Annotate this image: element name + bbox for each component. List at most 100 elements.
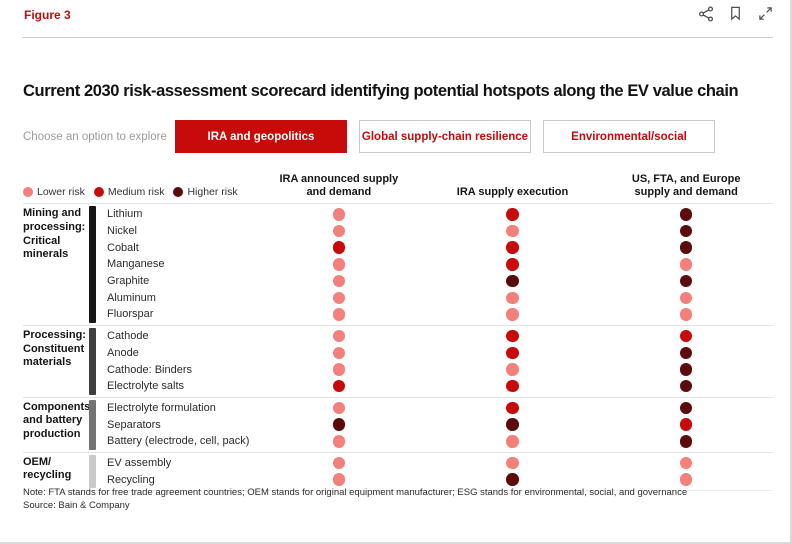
risk-cell-col1: [252, 224, 426, 238]
risk-dot-lower: [332, 258, 346, 271]
row-label: Recycling: [107, 473, 155, 486]
column-header-2: IRA supply execution: [426, 176, 600, 203]
group-label: Components and battery production: [23, 400, 91, 441]
risk-cell-col1: [252, 418, 426, 431]
column-headers: IRA announced supply and demand IRA supply…: [252, 173, 773, 203]
risk-dot-higher: [679, 363, 693, 376]
row-dot-cells: [252, 308, 773, 321]
risk-cell-col2: [426, 418, 600, 431]
risk-dot-medium: [506, 258, 519, 271]
risk-cell-col1: [252, 456, 426, 470]
risk-dot-lower: [332, 473, 346, 486]
risk-dot-lower: [679, 291, 693, 305]
risk-cell-col3: [599, 435, 773, 448]
risk-dot-higher: [679, 401, 693, 415]
risk-dot-higher: [679, 379, 693, 393]
table-row: EV assembly: [107, 455, 773, 472]
legend-label: Lower risk: [37, 186, 85, 198]
risk-cell-col3: [599, 418, 773, 431]
legend-label: Medium risk: [107, 186, 165, 198]
tab-bar: Choose an option to explore IRA and geop…: [23, 120, 773, 153]
risk-cell-col2: [426, 363, 600, 376]
risk-cell-col2: [426, 224, 600, 238]
row-dot-cells: [252, 258, 773, 271]
expand-icon[interactable]: [757, 5, 774, 22]
risk-cell-col1: [252, 274, 426, 288]
group-bar: [89, 399, 96, 450]
risk-dot-lower: [332, 346, 346, 360]
risk-cell-col3: [599, 291, 773, 305]
row-label: Separators: [107, 418, 161, 431]
row-label: Battery (electrode, cell, pack): [107, 435, 250, 448]
row-label: Anode: [107, 346, 139, 359]
row-label: Fluorspar: [107, 308, 154, 321]
risk-dot-lower: [506, 224, 519, 238]
risk-dot-medium: [332, 241, 346, 254]
risk-dot-lower: [332, 456, 346, 470]
risk-dot-lower: [332, 401, 346, 415]
footnote: Note: FTA stands for free trade agreemen…: [23, 486, 687, 513]
risk-dot-medium: [506, 401, 519, 415]
bookmark-icon[interactable]: [727, 5, 744, 22]
risk-cell-col3: [599, 346, 773, 360]
column-header-line: and demand: [306, 185, 372, 198]
group-components-and-battery-production: Components and battery production Electro…: [23, 396, 773, 452]
column-header-line: supply and demand: [634, 185, 738, 198]
legend-label: Higher risk: [187, 186, 238, 198]
risk-cell-col2: [426, 258, 600, 271]
tab-ira-and-geopolitics[interactable]: IRA and geopolitics: [175, 120, 347, 153]
table-row: Recycling: [107, 471, 773, 488]
footnote-note: Note: FTA stands for free trade agreemen…: [23, 487, 688, 498]
risk-cell-col3: [599, 401, 773, 415]
figure-label: Figure 3: [24, 8, 71, 22]
tab-environmental-social[interactable]: Environmental/social: [543, 120, 715, 153]
risk-dot-lower: [332, 435, 346, 448]
scorecard-header: Lower risk Medium risk Higher risk IRA ann…: [23, 173, 773, 203]
column-header-3: US, FTA, and Europe supply and demand: [599, 173, 773, 203]
row-dot-cells: [252, 435, 773, 448]
legend-item-higher: Higher risk: [173, 186, 238, 198]
group-mining-and-processing-critical-minerals: Mining and processing: Critical minerals…: [23, 203, 773, 325]
risk-dot-lower: [679, 308, 693, 321]
legend-item-medium: Medium risk: [93, 186, 165, 198]
row-dot-cells: [252, 208, 773, 221]
risk-dot-medium: [506, 241, 519, 254]
risk-cell-col1: [252, 401, 426, 415]
risk-dot-higher: [679, 274, 693, 288]
risk-dot-higher: [506, 274, 519, 288]
risk-cell-col2: [426, 346, 600, 360]
row-label: Electrolyte salts: [107, 380, 185, 393]
risk-cell-col1: [252, 308, 426, 321]
group-rows: Cathode Anode Cathode: Binders Electrolyte …: [107, 328, 773, 395]
row-dot-cells: [252, 274, 773, 288]
risk-cell-col3: [599, 379, 773, 393]
risk-cell-col3: [599, 224, 773, 238]
tab-bar-prompt: Choose an option to explore: [23, 130, 167, 143]
risk-dot-higher: [506, 418, 519, 431]
row-dot-cells: [252, 291, 773, 305]
row-dot-cells: [252, 418, 773, 431]
risk-cell-col3: [599, 241, 773, 254]
tab-global-supply-chain-resilience[interactable]: Global supply-chain resilience: [359, 120, 531, 153]
risk-cell-col3: [599, 308, 773, 321]
legend-medium-dot-icon: [93, 187, 104, 197]
legend-item-lower: Lower risk: [23, 186, 85, 198]
risk-dot-higher: [679, 208, 693, 221]
risk-cell-col3: [599, 456, 773, 470]
group-bar: [89, 206, 96, 323]
risk-cell-col1: [252, 329, 426, 343]
risk-dot-medium: [506, 379, 519, 393]
risk-dot-higher: [679, 435, 693, 448]
header-divider: [22, 37, 773, 38]
risk-cell-col2: [426, 473, 600, 486]
row-dot-cells: [252, 346, 773, 360]
row-label: Aluminum: [107, 291, 156, 304]
group-rows: Electrolyte formulation Separators Battery…: [107, 400, 773, 450]
share-icon[interactable]: [697, 5, 714, 22]
column-header-line: IRA supply execution: [456, 185, 569, 198]
group-label: Mining and processing: Critical minerals: [23, 207, 86, 261]
risk-cell-col2: [426, 401, 600, 415]
risk-legend: Lower risk Medium risk Higher risk: [23, 176, 252, 203]
scorecard-body: Mining and processing: Critical minerals…: [23, 203, 773, 491]
